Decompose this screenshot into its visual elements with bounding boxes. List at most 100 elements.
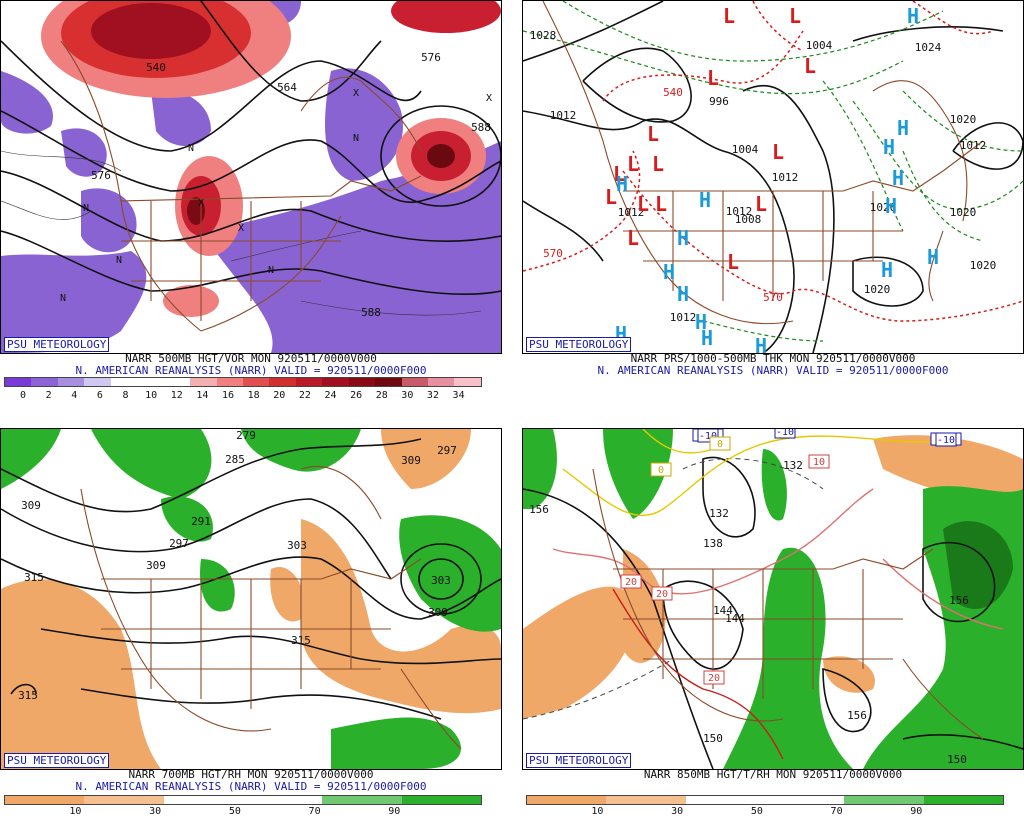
temperature-label: 0 bbox=[717, 439, 723, 450]
height-contour-label: 156 bbox=[529, 503, 549, 516]
colorbar-tick-label: 10 bbox=[69, 806, 82, 817]
height-contour-label: 150 bbox=[947, 753, 967, 766]
low-pressure-symbol: L bbox=[727, 250, 739, 274]
label-box bbox=[709, 436, 731, 451]
height-contour-label: 540 bbox=[146, 61, 166, 74]
vorticity-center-label: N bbox=[116, 255, 122, 266]
label-box bbox=[774, 429, 796, 439]
rh-colorbar-ticks: 10 30 50 70 90 bbox=[526, 806, 1002, 818]
isobar-label: 1020 bbox=[950, 206, 977, 219]
low-pressure-symbol: L bbox=[723, 4, 735, 28]
temperature-label: -10 bbox=[937, 435, 955, 446]
colorbar-tick-label: 10 bbox=[591, 806, 604, 817]
high-pressure-symbol: H bbox=[883, 135, 895, 159]
height-contour-label: 132 bbox=[709, 507, 729, 520]
psu-meteorology-badge: PSU METEOROLOGY bbox=[526, 753, 632, 768]
rh-colorbar bbox=[4, 795, 482, 805]
isobar-label: 1020 bbox=[950, 113, 977, 126]
label-box bbox=[808, 454, 830, 469]
high-pressure-symbol: H bbox=[907, 4, 919, 28]
vorticity-center-label: X bbox=[353, 88, 359, 99]
low-pressure-symbol: L bbox=[647, 122, 659, 146]
high-pressure-symbol: H bbox=[677, 282, 689, 306]
rh-colorbar bbox=[526, 795, 1004, 805]
colorbar-tick-label: 22 bbox=[298, 390, 311, 401]
isobar-label: 1012 bbox=[550, 109, 577, 122]
contour-labels-500mb: 540 564 576 588 576 588 N N N N N N X X X X bbox=[60, 51, 492, 319]
label-box bbox=[650, 462, 672, 477]
low-pressure-symbol: L bbox=[637, 192, 649, 216]
height-contour-label: 309 bbox=[146, 559, 166, 572]
colorbar-tick-label: 8 bbox=[122, 390, 129, 401]
low-pressure-symbol: L bbox=[655, 192, 667, 216]
height-contour-label: 156 bbox=[847, 709, 867, 722]
high-pressure-symbol: H bbox=[881, 258, 893, 282]
colorbar-tick-label: 70 bbox=[308, 806, 321, 817]
low-pressure-symbol: L bbox=[789, 4, 801, 28]
colorbar-tick-label: 16 bbox=[221, 390, 235, 401]
isobar-label: 540 bbox=[663, 86, 683, 99]
isobar-label: 1020 bbox=[870, 201, 897, 214]
low-pressure-symbol: L bbox=[613, 162, 625, 186]
height-contour-label: 315 bbox=[291, 634, 311, 647]
height-contour-label: 279 bbox=[236, 429, 256, 442]
isobar-label: 1012 bbox=[618, 206, 645, 219]
colorbar-tick-label: 70 bbox=[830, 806, 843, 817]
high-pressure-symbol: H bbox=[699, 188, 711, 212]
isobar-label: 1008 bbox=[735, 213, 762, 226]
high-pressure-symbol: H bbox=[663, 260, 675, 284]
panel-caption: NARR 850MB HGT/T/RH MON 920511/0000V000 bbox=[643, 768, 903, 781]
pressure-labels-and-symbols: 1028 1004 996 1012 1012 1004 1012 1020 1020 1020 1… bbox=[530, 4, 997, 353]
panel-500mb-vorticity: 540 564 576 588 576 588 N N N N N N X X X X PSU METEORO… bbox=[0, 0, 502, 410]
high-pressure-symbol: H bbox=[616, 172, 628, 196]
colorbar-tick-label: 28 bbox=[375, 390, 388, 401]
height-contour-label: 132 bbox=[783, 459, 803, 472]
temperature-label: -10 bbox=[699, 431, 717, 442]
vorticity-center-label: X bbox=[238, 223, 244, 234]
panel-caption: NARR 700MB HGT/RH MON 920511/0000V000 bbox=[128, 768, 374, 781]
isobar-label: 1024 bbox=[915, 41, 942, 54]
colorbar-tick-label: 18 bbox=[247, 390, 260, 401]
psu-meteorology-badge: PSU METEOROLOGY bbox=[4, 753, 110, 768]
colorbar-tick-label: 90 bbox=[910, 806, 923, 817]
panel-caption: NARR 500MB HGT/VOR MON 920511/0000V000 bbox=[125, 352, 377, 365]
vorticity-colorbar bbox=[4, 377, 482, 387]
high-pressure-symbol: H bbox=[755, 334, 767, 353]
high-pressure-symbol: H bbox=[701, 326, 713, 350]
height-contour-label: 297 bbox=[437, 444, 457, 457]
high-pressure-symbol: H bbox=[695, 310, 707, 334]
height-contour-label: 138 bbox=[703, 537, 723, 550]
height-contour-label: 291 bbox=[191, 515, 211, 528]
high-pressure-symbol: H bbox=[677, 226, 689, 250]
isobar-label: 1012 bbox=[670, 311, 697, 324]
colorbar-tick-label: 34 bbox=[452, 390, 465, 401]
psu-meteorology-badge: PSU METEOROLOGY bbox=[526, 337, 632, 352]
panel-pressure-thickness: 1028 1004 996 1012 1012 1004 1012 1020 1020 1020 1… bbox=[522, 0, 1024, 410]
colorbar-tick-label: 30 bbox=[401, 390, 414, 401]
isobar-label: 1004 bbox=[732, 143, 759, 156]
height-contour-label: 144 bbox=[713, 604, 733, 617]
contour-labels-700mb: 2792852912973033093153093033092973093153… bbox=[18, 429, 457, 702]
low-pressure-symbol: L bbox=[627, 152, 639, 176]
colorbar-tick-label: 50 bbox=[228, 806, 241, 817]
panel-caption: NARR PRS/1000-500MB THK MON 920511/0000V… bbox=[630, 352, 916, 365]
colorbar-tick-label: 6 bbox=[96, 390, 103, 401]
colorbar-tick-label: 32 bbox=[426, 390, 439, 401]
temperature-label: 10 bbox=[813, 457, 825, 468]
panel-valid-time: N. AMERICAN REANALYSIS (NARR) VALID = 92… bbox=[75, 364, 427, 377]
low-pressure-symbol: L bbox=[652, 152, 664, 176]
isobar-label: 996 bbox=[709, 95, 729, 108]
vorticity-center-label: X bbox=[486, 93, 492, 104]
temperature-label: 20 bbox=[708, 673, 720, 684]
colorbar-tick-label: 30 bbox=[671, 806, 684, 817]
colorbar-tick-label: 14 bbox=[196, 390, 209, 401]
height-contour-label: 297 bbox=[169, 537, 189, 550]
vorticity-center-label: N bbox=[188, 143, 194, 154]
panel-valid-time: N. AMERICAN REANALYSIS (NARR) VALID = 92… bbox=[597, 364, 949, 377]
height-contour-label: 285 bbox=[225, 453, 245, 466]
height-contour-label: 309 bbox=[21, 499, 41, 512]
low-pressure-symbol: L bbox=[772, 140, 784, 164]
colorbar-tick-label: 12 bbox=[170, 390, 183, 401]
map-pressure-thickness bbox=[523, 1, 1023, 353]
